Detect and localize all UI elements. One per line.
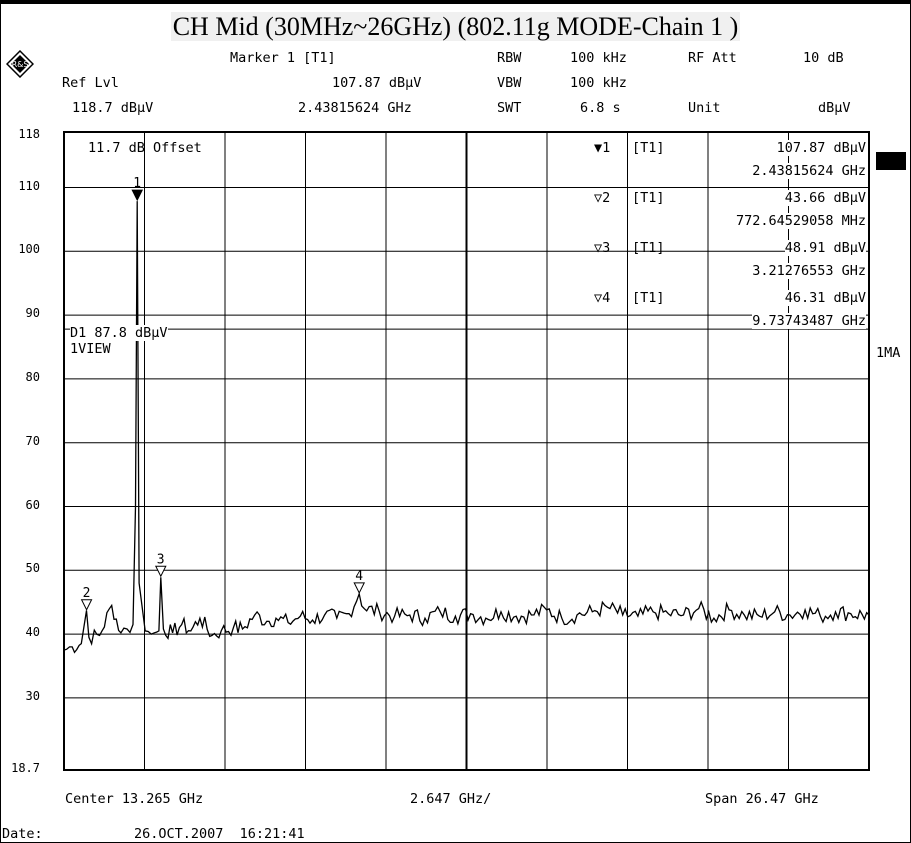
marker-1-number: 1 <box>133 176 141 191</box>
vbw-label: VBW <box>497 75 522 91</box>
marker-2-number: 2 <box>83 586 91 601</box>
marker-table-trace: [T1] <box>632 140 665 156</box>
marker-table-frequency: 9.73743487 GHz <box>752 313 866 329</box>
trace-1 <box>63 201 870 654</box>
rbw-value: 100 kHz <box>570 50 627 66</box>
display-line-label: D1 87.8 dBµV <box>70 325 168 341</box>
y-tick-label: 110 <box>18 178 40 193</box>
top-border-bar <box>0 0 911 4</box>
vbw-value: 100 kHz <box>570 75 627 91</box>
marker-indicator-block <box>876 152 906 170</box>
trace-mode-label: 1MA <box>876 345 901 361</box>
ref-level-value: 118.7 dBµV <box>72 100 154 116</box>
rbw-label: RBW <box>497 50 522 66</box>
marker-label: Marker 1 [T1] <box>230 50 336 66</box>
chart-title: CH Mid (30MHz~26GHz) (802.11g MODE-Chain… <box>170 12 741 41</box>
y-tick-label: 70 <box>25 433 40 448</box>
marker-4-triangle <box>353 582 366 594</box>
marker-table-level: 107.87 dBµV <box>776 140 866 156</box>
marker-table-trace: [T1] <box>632 240 665 256</box>
sweep-time-value: 6.8 s <box>580 100 621 116</box>
marker-table-level: 48.91 dBµV <box>784 240 866 256</box>
rohde-schwarz-logo-icon: R&S <box>6 50 34 78</box>
marker-1-triangle <box>131 189 144 202</box>
y-tick-label: 80 <box>25 369 40 384</box>
svg-text:R&S: R&S <box>12 60 29 69</box>
marker-table-frequency: 772.64529058 MHz <box>735 213 866 229</box>
unit-label: Unit <box>688 100 721 116</box>
y-tick-label: 18.7 <box>11 761 40 775</box>
marker-2-triangle <box>80 599 93 611</box>
marker-table-trace: [T1] <box>632 190 665 206</box>
date-value: 26.OCT.2007 16:21:41 <box>134 826 305 842</box>
y-tick-label: 60 <box>25 497 40 512</box>
ref-level-label: Ref Lvl <box>62 75 119 91</box>
sweep-time-label: SWT <box>497 100 522 116</box>
marker-table-symbol: ▽4 <box>594 290 611 306</box>
y-tick-label: 40 <box>25 625 40 640</box>
rf-att-label: RF Att <box>688 50 737 66</box>
marker-table-level: 46.31 dBµV <box>784 290 866 306</box>
marker-3-number: 3 <box>157 552 165 567</box>
view-label: 1VIEW <box>70 341 111 357</box>
date-label: Date: <box>2 826 43 842</box>
center-frequency: Center 13.265 GHz <box>65 791 204 807</box>
marker-table-frequency: 2.43815624 GHz <box>752 163 866 179</box>
marker-frequency: 2.43815624 GHz <box>298 100 412 116</box>
marker-table-symbol: ▼1 <box>594 140 611 156</box>
frequency-per-division: 2.647 GHz/ <box>410 791 492 807</box>
y-tick-label: 90 <box>25 306 40 321</box>
marker-4-number: 4 <box>355 569 363 584</box>
rf-att-value: 10 dB <box>803 50 844 66</box>
marker-level: 107.87 dBµV <box>332 75 422 91</box>
marker-table-level: 43.66 dBµV <box>784 190 866 206</box>
marker-table-trace: [T1] <box>632 290 665 306</box>
marker-table-symbol: ▽2 <box>594 190 611 206</box>
unit-value: dBµV <box>818 100 851 116</box>
y-tick-label: 50 <box>25 561 40 576</box>
marker-table-frequency: 3.21276553 GHz <box>752 263 866 279</box>
frequency-span: Span 26.47 GHz <box>705 791 819 807</box>
marker-table-symbol: ▽3 <box>594 240 611 256</box>
offset-label: 11.7 dB Offset <box>88 140 202 156</box>
y-tick-label: 118 <box>18 127 40 142</box>
marker-3-triangle <box>154 565 167 578</box>
y-tick-label: 30 <box>25 688 40 703</box>
y-tick-label: 100 <box>18 242 40 257</box>
